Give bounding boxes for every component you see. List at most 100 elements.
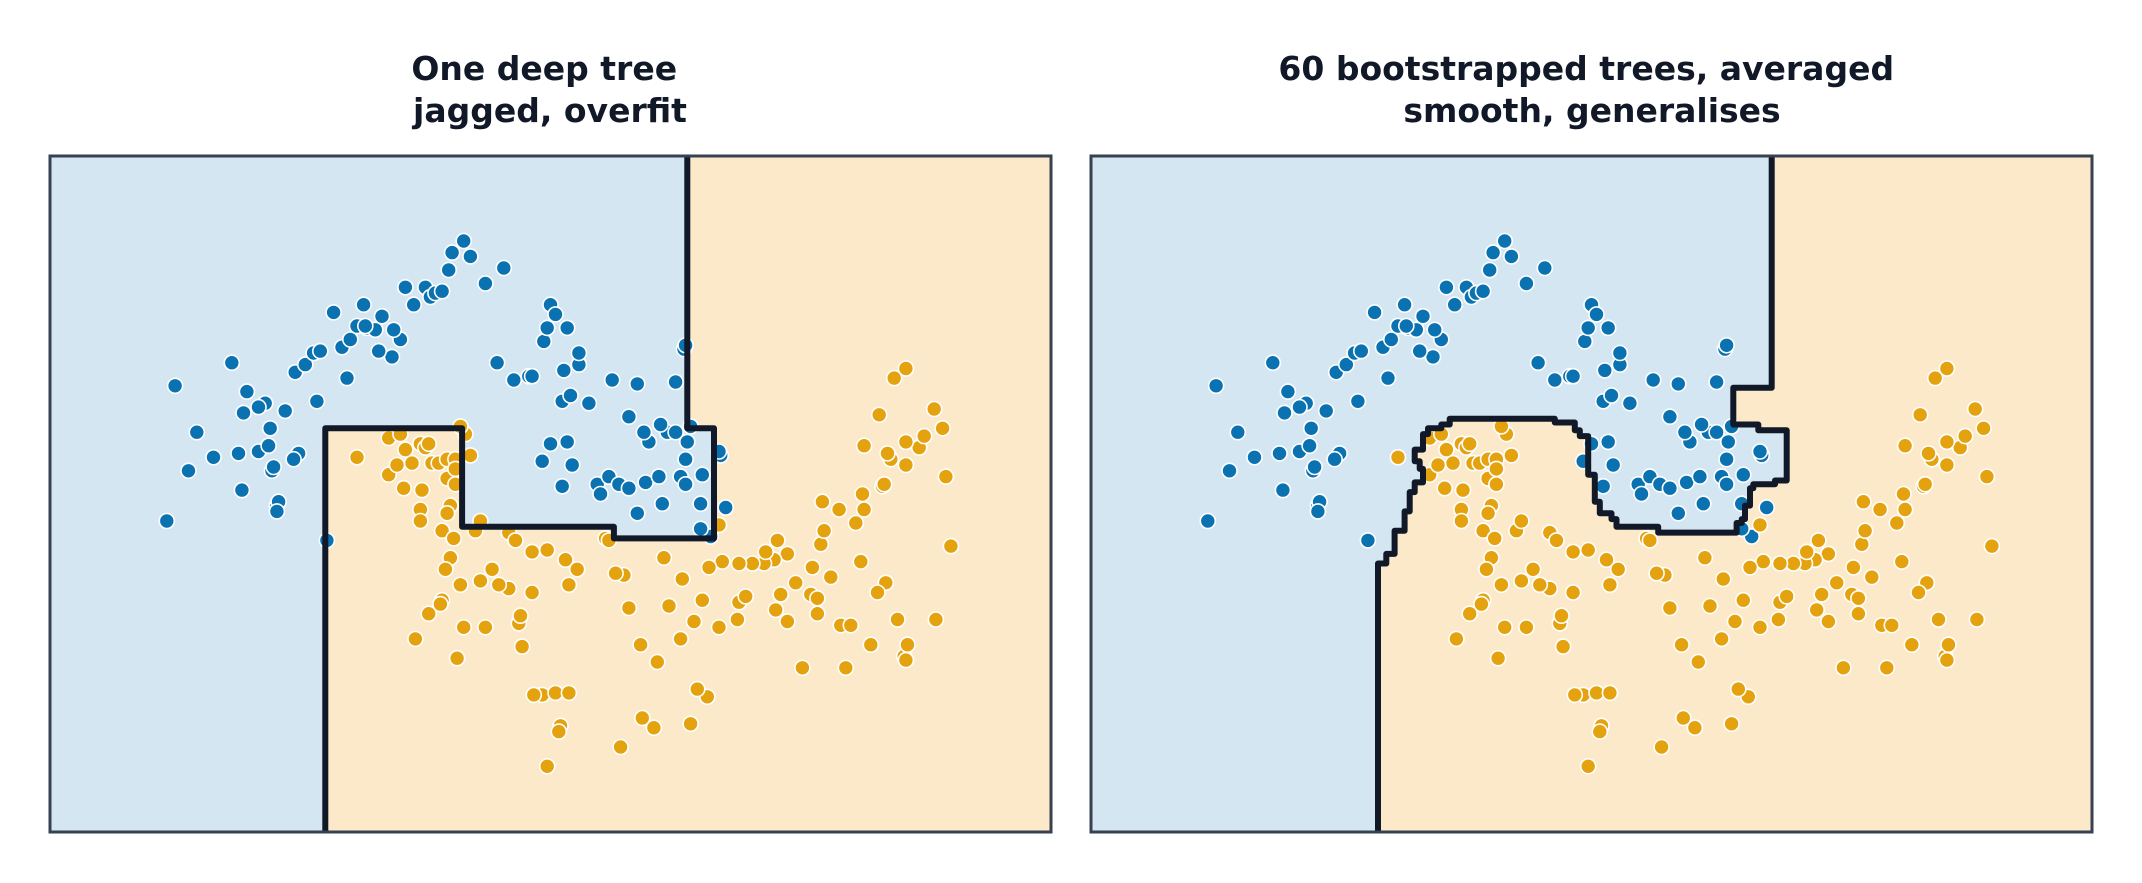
data-point-class-0 [535,333,553,350]
data-point-class-1 [1735,591,1752,609]
data-point-class-0 [1276,404,1293,422]
data-point-class-0 [1396,296,1413,314]
data-point-class-1 [1566,686,1584,704]
data-point-class-0 [1621,394,1639,412]
data-point-class-1 [448,649,466,667]
data-point-class-0 [1536,259,1554,277]
data-point-class-0 [443,244,461,261]
data-point-class-1 [648,653,666,671]
data-point-class-0 [1207,377,1225,395]
data-point-class-0 [235,404,252,422]
data-point-class-1 [1518,618,1535,636]
data-point-class-0 [1474,282,1492,300]
data-point-class-1 [1579,541,1597,559]
data-point-class-1 [852,553,870,570]
data-point-class-0 [555,362,573,379]
data-point-class-0 [558,319,576,337]
data-point-class-1 [1438,441,1455,458]
data-point-class-1 [1903,636,1921,654]
data-point-class-0 [260,437,277,455]
data-point-class-0 [285,450,302,468]
data-point-class-1 [809,589,826,607]
data-point-class-1 [645,719,663,737]
data-point-class-1 [1871,501,1889,518]
data-point-class-1 [772,586,790,603]
data-point-class-1 [934,419,951,437]
data-point-class-0 [308,392,326,410]
data-point-class-1 [397,441,414,458]
data-point-class-1 [538,541,556,559]
data-point-class-1 [847,514,865,532]
data-point-class-0 [1718,336,1735,354]
data-point-class-0 [397,278,414,296]
data-point-class-0 [678,433,696,451]
data-point-class-1 [388,456,406,474]
data-point-class-0 [1599,319,1617,337]
data-point-class-1 [1661,599,1679,617]
data-point-class-1 [927,611,945,628]
data-point-class-1 [560,684,578,702]
data-point-class-1 [483,560,501,578]
data-point-class-1 [632,636,649,654]
data-point-class-1 [1513,512,1530,530]
data-point-class-1 [1930,611,1947,628]
data-point-class-0 [635,423,653,441]
data-point-class-1 [757,543,775,561]
data-point-class-1 [730,555,748,572]
data-point-class-1 [1579,757,1597,775]
data-point-class-1 [1429,456,1447,474]
data-point-class-1 [395,479,413,497]
data-point-class-0 [1414,307,1432,325]
data-point-class-1 [693,591,711,609]
data-point-class-1 [1564,543,1582,561]
data-point-class-0 [1596,362,1614,379]
data-point-class-1 [915,427,933,445]
data-point-class-0 [1199,512,1217,530]
left-title-line-2: jagged, overfit [411,91,687,130]
data-point-class-1 [897,456,915,474]
data-point-class-1 [1926,369,1944,387]
data-point-class-1 [607,564,624,582]
data-point-class-1 [1863,568,1881,586]
data-point-class-1 [842,616,860,634]
data-point-class-0 [693,466,711,484]
data-point-class-0 [677,475,694,493]
data-point-class-1 [1895,485,1912,503]
data-point-class-1 [1726,613,1744,630]
data-point-class-0 [558,433,576,451]
data-point-class-1 [1850,605,1867,623]
data-point-class-1 [445,530,463,547]
data-point-class-0 [1383,331,1400,348]
data-point-class-1 [1896,501,1914,518]
data-point-class-1 [870,406,888,424]
data-point-class-0 [268,503,286,520]
data-point-class-1 [1910,584,1927,601]
data-point-class-0 [1546,371,1564,389]
data-point-class-0 [238,383,256,400]
data-point-class-1 [815,522,833,540]
data-point-class-1 [1723,715,1740,733]
data-point-class-0 [1588,306,1605,323]
data-point-class-1 [897,651,915,669]
data-point-class-1 [1389,448,1407,466]
data-point-class-0 [188,423,206,441]
data-point-class-0 [1695,495,1712,513]
data-point-class-1 [1554,638,1572,655]
data-point-class-1 [525,686,543,704]
data-point-class-1 [729,611,746,628]
data-point-class-1 [1956,427,1974,445]
data-point-class-1 [855,437,873,455]
data-point-class-1 [837,659,855,677]
data-point-class-0 [1735,466,1752,484]
decision-boundary [1375,156,1790,832]
data-point-class-1 [1531,576,1549,594]
data-point-class-0 [1661,479,1679,497]
data-point-class-1 [897,360,915,377]
data-point-class-1 [1978,468,1996,485]
data-point-class-0 [433,282,451,300]
data-point-class-1 [804,559,821,576]
data-point-class-1 [1488,475,1505,493]
data-point-class-1 [1553,607,1570,625]
data-point-class-0 [1301,437,1318,455]
data-point-class-1 [879,445,896,462]
